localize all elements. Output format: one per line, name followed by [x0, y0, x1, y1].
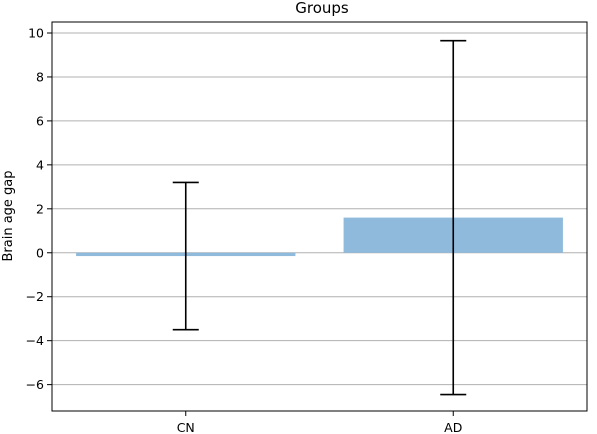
gridlines — [52, 32, 587, 386]
y-tick-label: 0 — [36, 245, 44, 260]
plot-area-frame — [51, 21, 588, 412]
y-tick-label: 10 — [28, 25, 44, 40]
bars — [76, 217, 563, 257]
y-axis-ticks: −6 −4 −2 0 2 4 6 8 10 — [26, 25, 52, 392]
x-axis-ticks: CN AD — [177, 411, 462, 434]
y-tick-label: 2 — [36, 201, 44, 216]
x-tick-label: CN — [177, 420, 195, 434]
error-bars — [172, 39, 467, 396]
y-tick-label: −2 — [26, 289, 44, 304]
y-tick-label: 4 — [36, 157, 44, 172]
y-tick-label: 6 — [36, 113, 44, 128]
x-tick-label: AD — [444, 420, 462, 434]
y-tick-label: 8 — [36, 69, 44, 84]
chart-title: Groups — [295, 0, 349, 17]
y-tick-label: −6 — [26, 377, 44, 392]
y-axis-label: Brain age gap — [1, 170, 16, 261]
y-tick-label: −4 — [26, 333, 44, 348]
